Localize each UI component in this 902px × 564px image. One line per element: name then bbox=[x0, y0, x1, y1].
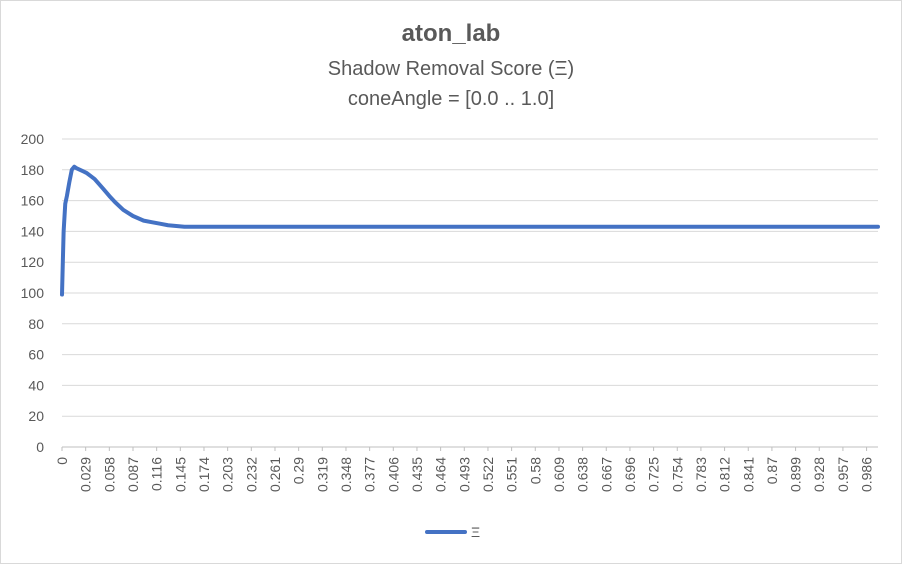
legend: Ξ bbox=[425, 522, 480, 542]
chart-title: aton_lab bbox=[401, 20, 501, 47]
x-tick-label: 0.667 bbox=[598, 457, 614, 492]
x-tick-label: 0.841 bbox=[740, 457, 756, 492]
x-tick-label: 0.116 bbox=[149, 457, 165, 491]
legend-line-icon bbox=[425, 530, 467, 534]
series-line bbox=[60, 164, 880, 297]
x-tick-label: 0 bbox=[54, 457, 70, 465]
legend-label: Ξ bbox=[471, 524, 481, 540]
x-tick-label: 0.928 bbox=[811, 457, 827, 492]
x-tick-label: 0.145 bbox=[172, 457, 188, 492]
x-tick-label: 0.493 bbox=[456, 457, 472, 492]
x-axis-labels: 0 0.029 0.058 0.087 0.116 0.145 0.174 0.203 0.23… bbox=[54, 457, 875, 492]
y-tick-label: 20 bbox=[28, 408, 44, 424]
x-tick-label: 0.435 bbox=[409, 457, 425, 492]
x-axis bbox=[61, 447, 868, 451]
x-tick-label: 0.696 bbox=[622, 457, 638, 492]
x-tick-label: 0.319 bbox=[314, 457, 330, 492]
y-tick-label: 120 bbox=[21, 254, 45, 270]
x-tick-label: 0.348 bbox=[338, 457, 354, 492]
x-tick-label: 0.783 bbox=[693, 457, 709, 492]
y-tick-label: 140 bbox=[21, 223, 45, 239]
x-tick-label: 0.725 bbox=[646, 457, 662, 492]
x-tick-label: 0.986 bbox=[859, 457, 875, 492]
y-tick-label: 40 bbox=[28, 377, 44, 393]
x-tick-label: 0.957 bbox=[835, 457, 851, 492]
x-tick-label: 0.522 bbox=[480, 457, 496, 492]
x-tick-label: 0.261 bbox=[267, 457, 283, 492]
x-tick-label: 0.232 bbox=[243, 457, 259, 492]
x-tick-label: 0.174 bbox=[196, 457, 212, 492]
x-tick-label: 0.754 bbox=[669, 457, 685, 492]
x-tick-label: 0.551 bbox=[504, 457, 520, 492]
y-tick-label: 180 bbox=[21, 162, 45, 178]
x-tick-label: 0.087 bbox=[125, 457, 141, 492]
y-tick-label: 60 bbox=[28, 347, 44, 363]
gridlines bbox=[62, 138, 878, 448]
x-tick-label: 0.377 bbox=[362, 457, 378, 492]
y-tick-label: 0 bbox=[36, 439, 44, 455]
x-tick-label: 0.058 bbox=[101, 457, 117, 492]
x-tick-label: 0.58 bbox=[527, 457, 543, 484]
x-tick-label: 0.812 bbox=[717, 457, 733, 492]
x-tick-label: 0.29 bbox=[291, 457, 307, 484]
x-tick-label: 0.029 bbox=[78, 457, 94, 492]
y-tick-label: 200 bbox=[21, 131, 45, 147]
chart-subtitle: Shadow Removal Score (Ξ) bbox=[327, 58, 575, 80]
x-tick-label: 0.87 bbox=[764, 457, 780, 484]
y-tick-label: 160 bbox=[21, 193, 45, 209]
x-tick-label: 0.203 bbox=[220, 457, 236, 492]
x-tick-label: 0.464 bbox=[433, 457, 449, 492]
x-tick-label: 0.638 bbox=[575, 457, 591, 492]
y-tick-label: 100 bbox=[21, 285, 45, 301]
x-tick-label: 0.406 bbox=[385, 457, 401, 492]
y-axis-labels: 0 20 40 60 80 100 120 140 160 180 200 bbox=[21, 131, 45, 455]
series-layer bbox=[60, 164, 880, 297]
x-tick-label: 0.899 bbox=[788, 457, 804, 492]
y-tick-label: 80 bbox=[28, 316, 44, 332]
chart-subtitle-range: coneAngle = [0.0 .. 1.0] bbox=[347, 88, 555, 110]
x-tick-label: 0.609 bbox=[551, 457, 567, 492]
